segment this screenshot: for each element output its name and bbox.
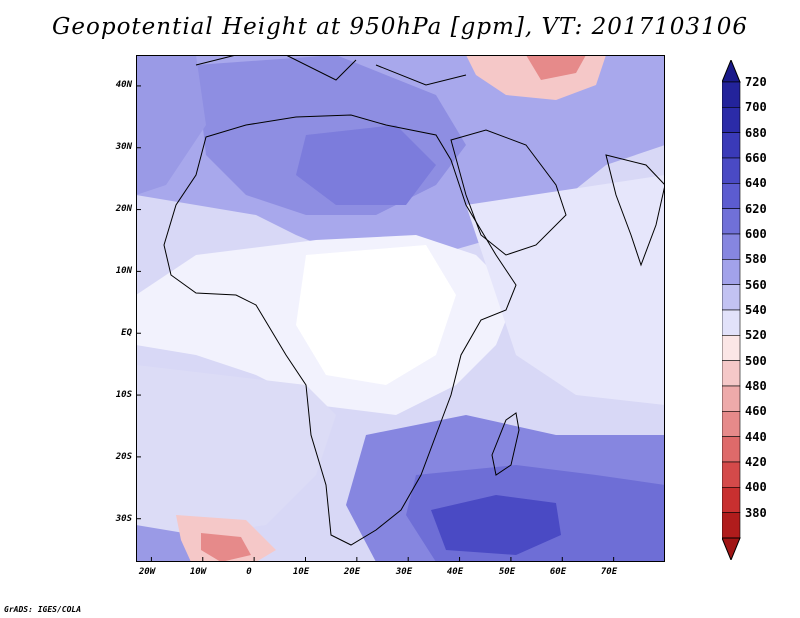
- colorbar-swatch: [722, 132, 741, 159]
- lon-label-50e: 50E: [498, 567, 516, 577]
- lat-label-10n: 10N: [115, 266, 132, 276]
- lon-label-0: 0: [246, 567, 252, 577]
- axis-ticks: [136, 85, 615, 562]
- field-red-north-core: [526, 55, 586, 80]
- colorbar-label: 620: [745, 201, 767, 216]
- lon-label-60e: 60E: [549, 567, 567, 577]
- colorbar-swatch: [722, 411, 741, 437]
- colorbar-label: 420: [745, 455, 767, 469]
- colorbar-label: 560: [745, 277, 767, 292]
- colorbar-swatch: [722, 233, 741, 260]
- arabia-outline: [450, 129, 567, 256]
- africa-coastline: [163, 114, 517, 546]
- colorbar-label: 700: [745, 100, 767, 115]
- lon-label-40e: 40E: [446, 567, 464, 577]
- lon-label-70e: 70E: [600, 567, 618, 577]
- lon-label-20w: 20W: [138, 567, 156, 577]
- colorbar-swatch: [722, 461, 741, 488]
- colorbar-swatch: [722, 360, 741, 387]
- map-frame: [136, 55, 665, 562]
- lat-label-eq: EQ: [121, 328, 132, 338]
- colorbar-label: 720: [745, 75, 767, 89]
- india-outline: [605, 154, 665, 267]
- field-high-core: [431, 495, 561, 555]
- lon-label-30e: 30E: [395, 567, 413, 577]
- colorbar-label: 520: [745, 328, 767, 343]
- madagascar-outline: [491, 412, 520, 476]
- colorbar-label: 640: [745, 176, 767, 191]
- colorbar-swatch: [722, 157, 741, 184]
- colorbar-swatch: [722, 436, 741, 463]
- colorbar-label: 600: [745, 227, 767, 241]
- colorbar-swatch: [722, 259, 741, 285]
- colorbar-swatch: [722, 385, 741, 412]
- lat-label-30n: 30N: [115, 142, 132, 152]
- lon-label-10e: 10E: [292, 567, 310, 577]
- colorbar-label: 540: [745, 303, 767, 317]
- colorbar-label: 480: [745, 379, 767, 393]
- lat-label-30s: 30S: [115, 514, 132, 524]
- colorbar-label: 660: [745, 151, 767, 165]
- lat-label-20s: 20S: [115, 452, 132, 462]
- colorbar-label: 580: [745, 252, 767, 267]
- colorbar-label: 500: [745, 353, 767, 368]
- field-central-white: [296, 245, 456, 385]
- grads-credit: GrADS: IGES/COLA: [4, 605, 82, 614]
- colorbar-swatch: [722, 335, 741, 361]
- field-indian-ocean: [466, 175, 665, 405]
- lon-label-10w: 10W: [189, 567, 207, 577]
- colorbar-top-arrow: [722, 60, 741, 83]
- colorbar-swatch: [722, 107, 741, 133]
- field-red-low-core: [201, 533, 251, 562]
- field-libya-core: [296, 125, 436, 205]
- lat-label-10s: 10S: [115, 390, 132, 400]
- colorbar: [722, 60, 741, 560]
- lon-label-20e: 20E: [343, 567, 361, 577]
- colorbar-swatch: [722, 208, 741, 235]
- colorbar-bottom-arrow: [722, 537, 741, 560]
- lat-label-20n: 20N: [115, 204, 132, 214]
- colorbar-swatch: [722, 512, 741, 539]
- colorbar-swatch: [722, 183, 741, 209]
- colorbar-label: 460: [745, 404, 767, 419]
- lat-label-40n: 40N: [115, 80, 132, 90]
- field-atlantic-west: [136, 55, 206, 195]
- colorbar-swatch: [722, 309, 741, 336]
- europe-outline: [195, 55, 467, 86]
- map-title: Geopotential Height at 950hPa [gpm], VT:…: [52, 14, 748, 40]
- colorbar-swatch: [722, 284, 741, 311]
- colorbar-label: 680: [745, 125, 767, 140]
- colorbar-swatch: [722, 81, 741, 108]
- colorbar-swatch: [722, 487, 741, 513]
- colorbar-label: 400: [745, 480, 767, 495]
- colorbar-label: 440: [745, 429, 767, 444]
- geopotential-map: [136, 55, 665, 562]
- field-south-atlantic: [136, 365, 336, 535]
- colorbar-label: 380: [745, 505, 767, 520]
